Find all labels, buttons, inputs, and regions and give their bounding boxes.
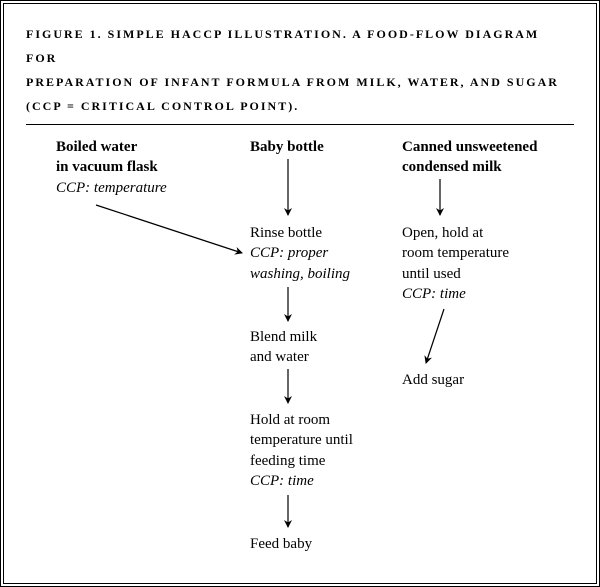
node-boiled-water: Boiled waterin vacuum flaskCCP: temperat…	[56, 137, 221, 198]
node-rinse-bottle: Rinse bottleCCP: properwashing, boiling	[250, 223, 395, 284]
edge-boiled-water-to-rinse-bottle	[96, 205, 242, 253]
node-open-hold: Open, hold atroom temperatureuntil usedC…	[402, 223, 562, 304]
edge-open-hold-to-add-sugar	[426, 309, 444, 363]
node-feed-baby: Feed baby	[250, 534, 370, 554]
node-blend: Blend milkand water	[250, 327, 380, 368]
figure-outer-frame: FIGURE 1. SIMPLE HACCP ILLUSTRATION. A F…	[0, 0, 600, 587]
caption-divider	[26, 124, 574, 125]
flowchart-canvas: Boiled waterin vacuum flaskCCP: temperat…	[26, 135, 574, 581]
figure-caption: FIGURE 1. SIMPLE HACCP ILLUSTRATION. A F…	[26, 22, 574, 118]
node-baby-bottle: Baby bottle	[250, 137, 380, 157]
node-canned-milk: Canned unsweetenedcondensed milk	[402, 137, 577, 178]
node-add-sugar: Add sugar	[402, 370, 522, 390]
node-hold-room: Hold at roomtemperature untilfeeding tim…	[250, 410, 420, 491]
figure-inner-frame: FIGURE 1. SIMPLE HACCP ILLUSTRATION. A F…	[3, 3, 597, 584]
